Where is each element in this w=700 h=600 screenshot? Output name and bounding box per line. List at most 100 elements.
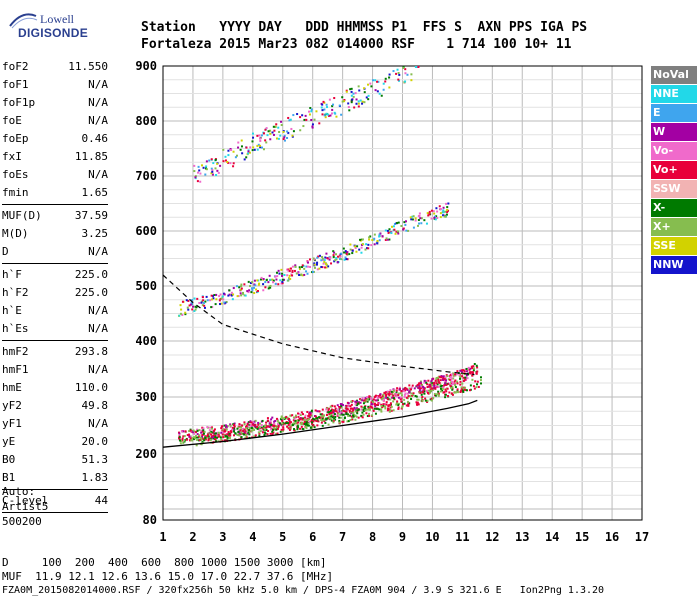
echo-point [349,419,352,422]
echo-point [325,103,328,106]
echo-point [191,299,194,302]
echo-point [446,383,449,386]
echo-point [467,366,470,369]
echo-point [241,152,244,155]
echo-point [431,387,434,390]
echo-point [279,430,282,433]
echo-point [301,264,304,267]
echo-point [232,150,235,153]
echo-point [449,383,452,386]
echo-point [306,424,309,427]
echo-point [342,413,345,416]
echo-point [367,243,370,246]
echo-point [357,416,360,419]
echo-point [460,386,463,389]
echo-point [219,293,222,296]
echo-point [318,410,321,413]
echo-point [434,384,437,387]
echo-point [349,405,352,408]
echo-point [248,429,251,432]
echo-point [450,387,453,390]
echo-point [395,72,398,75]
echo-point [247,150,250,153]
echo-point [408,387,411,390]
echo-point [460,387,463,390]
echo-point [284,422,287,425]
echo-point [405,396,408,399]
echo-point [223,430,226,433]
echo-point [254,423,257,426]
echo-point [417,403,420,406]
echo-point [297,415,300,418]
echo-point [448,378,451,381]
echo-point [178,314,181,317]
echo-point [330,419,333,422]
echo-point [329,114,332,117]
echo-point [206,435,209,438]
echo-point [272,431,275,434]
legend-item-x: X- [651,199,697,217]
echo-point [469,371,472,374]
param-row: foF1p N/A [2,94,108,112]
echo-point [260,426,263,429]
echo-point [232,423,235,426]
echo-point [194,437,197,440]
echo-point [408,391,411,394]
echo-point [208,429,211,432]
echo-point [312,424,315,427]
echo-point [429,391,432,394]
echo-point [238,434,241,437]
param-name: h`E [2,304,22,317]
echo-point [286,136,289,139]
param-value: N/A [88,168,108,181]
echo-point [243,158,246,161]
x-tick-label: 16 [605,530,619,544]
echo-point [451,388,454,391]
echo-point [389,231,392,234]
echo-point [250,287,253,290]
param-value: N/A [88,322,108,335]
echo-point [408,390,411,393]
echo-point [240,139,243,142]
param-name: C-level [2,494,49,507]
echo-point [271,416,274,419]
echo-point [305,118,308,121]
echo-point [419,217,422,220]
echo-point [437,392,440,395]
echo-point [336,414,339,417]
echo-point [339,413,342,416]
echo-point [456,389,459,392]
echo-point [379,232,382,235]
echo-point [400,390,403,393]
echo-point [311,422,314,425]
echo-point [282,428,285,431]
echo-point [471,367,474,370]
echo-point [250,421,253,424]
echo-point [257,423,260,426]
echo-point [301,421,304,424]
echo-point [253,428,256,431]
echo-point [258,432,261,435]
echo-point [412,394,415,397]
echo-point [286,130,289,133]
echo-point [269,425,272,428]
echo-point [265,428,268,431]
echo-point [281,274,284,277]
echo-point [210,430,213,433]
echo-point [321,424,324,427]
echo-point [370,244,373,247]
echo-point [220,297,223,300]
echo-point [223,293,226,296]
echo-point [348,414,351,417]
echo-point [444,376,447,379]
echo-point [336,255,339,258]
echo-point [275,428,278,431]
echo-point [388,76,391,79]
echo-point [248,427,251,430]
echo-point [297,271,300,274]
echo-point [265,279,268,282]
echo-point [283,139,286,142]
echo-point [341,413,344,416]
echo-point [257,283,260,286]
echo-point [367,408,370,411]
